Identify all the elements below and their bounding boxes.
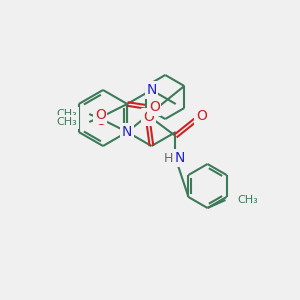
Text: N: N — [146, 83, 157, 97]
Text: N: N — [122, 125, 132, 139]
Text: O: O — [95, 108, 106, 122]
Text: CH₃: CH₃ — [238, 195, 258, 205]
Text: H: H — [164, 152, 173, 164]
Text: CH₃: CH₃ — [56, 117, 77, 127]
Text: O: O — [95, 114, 106, 128]
Text: CH₃: CH₃ — [56, 109, 77, 119]
Text: O: O — [196, 109, 207, 123]
Text: N: N — [174, 151, 185, 165]
Text: O: O — [149, 100, 160, 114]
Text: O: O — [143, 110, 154, 124]
